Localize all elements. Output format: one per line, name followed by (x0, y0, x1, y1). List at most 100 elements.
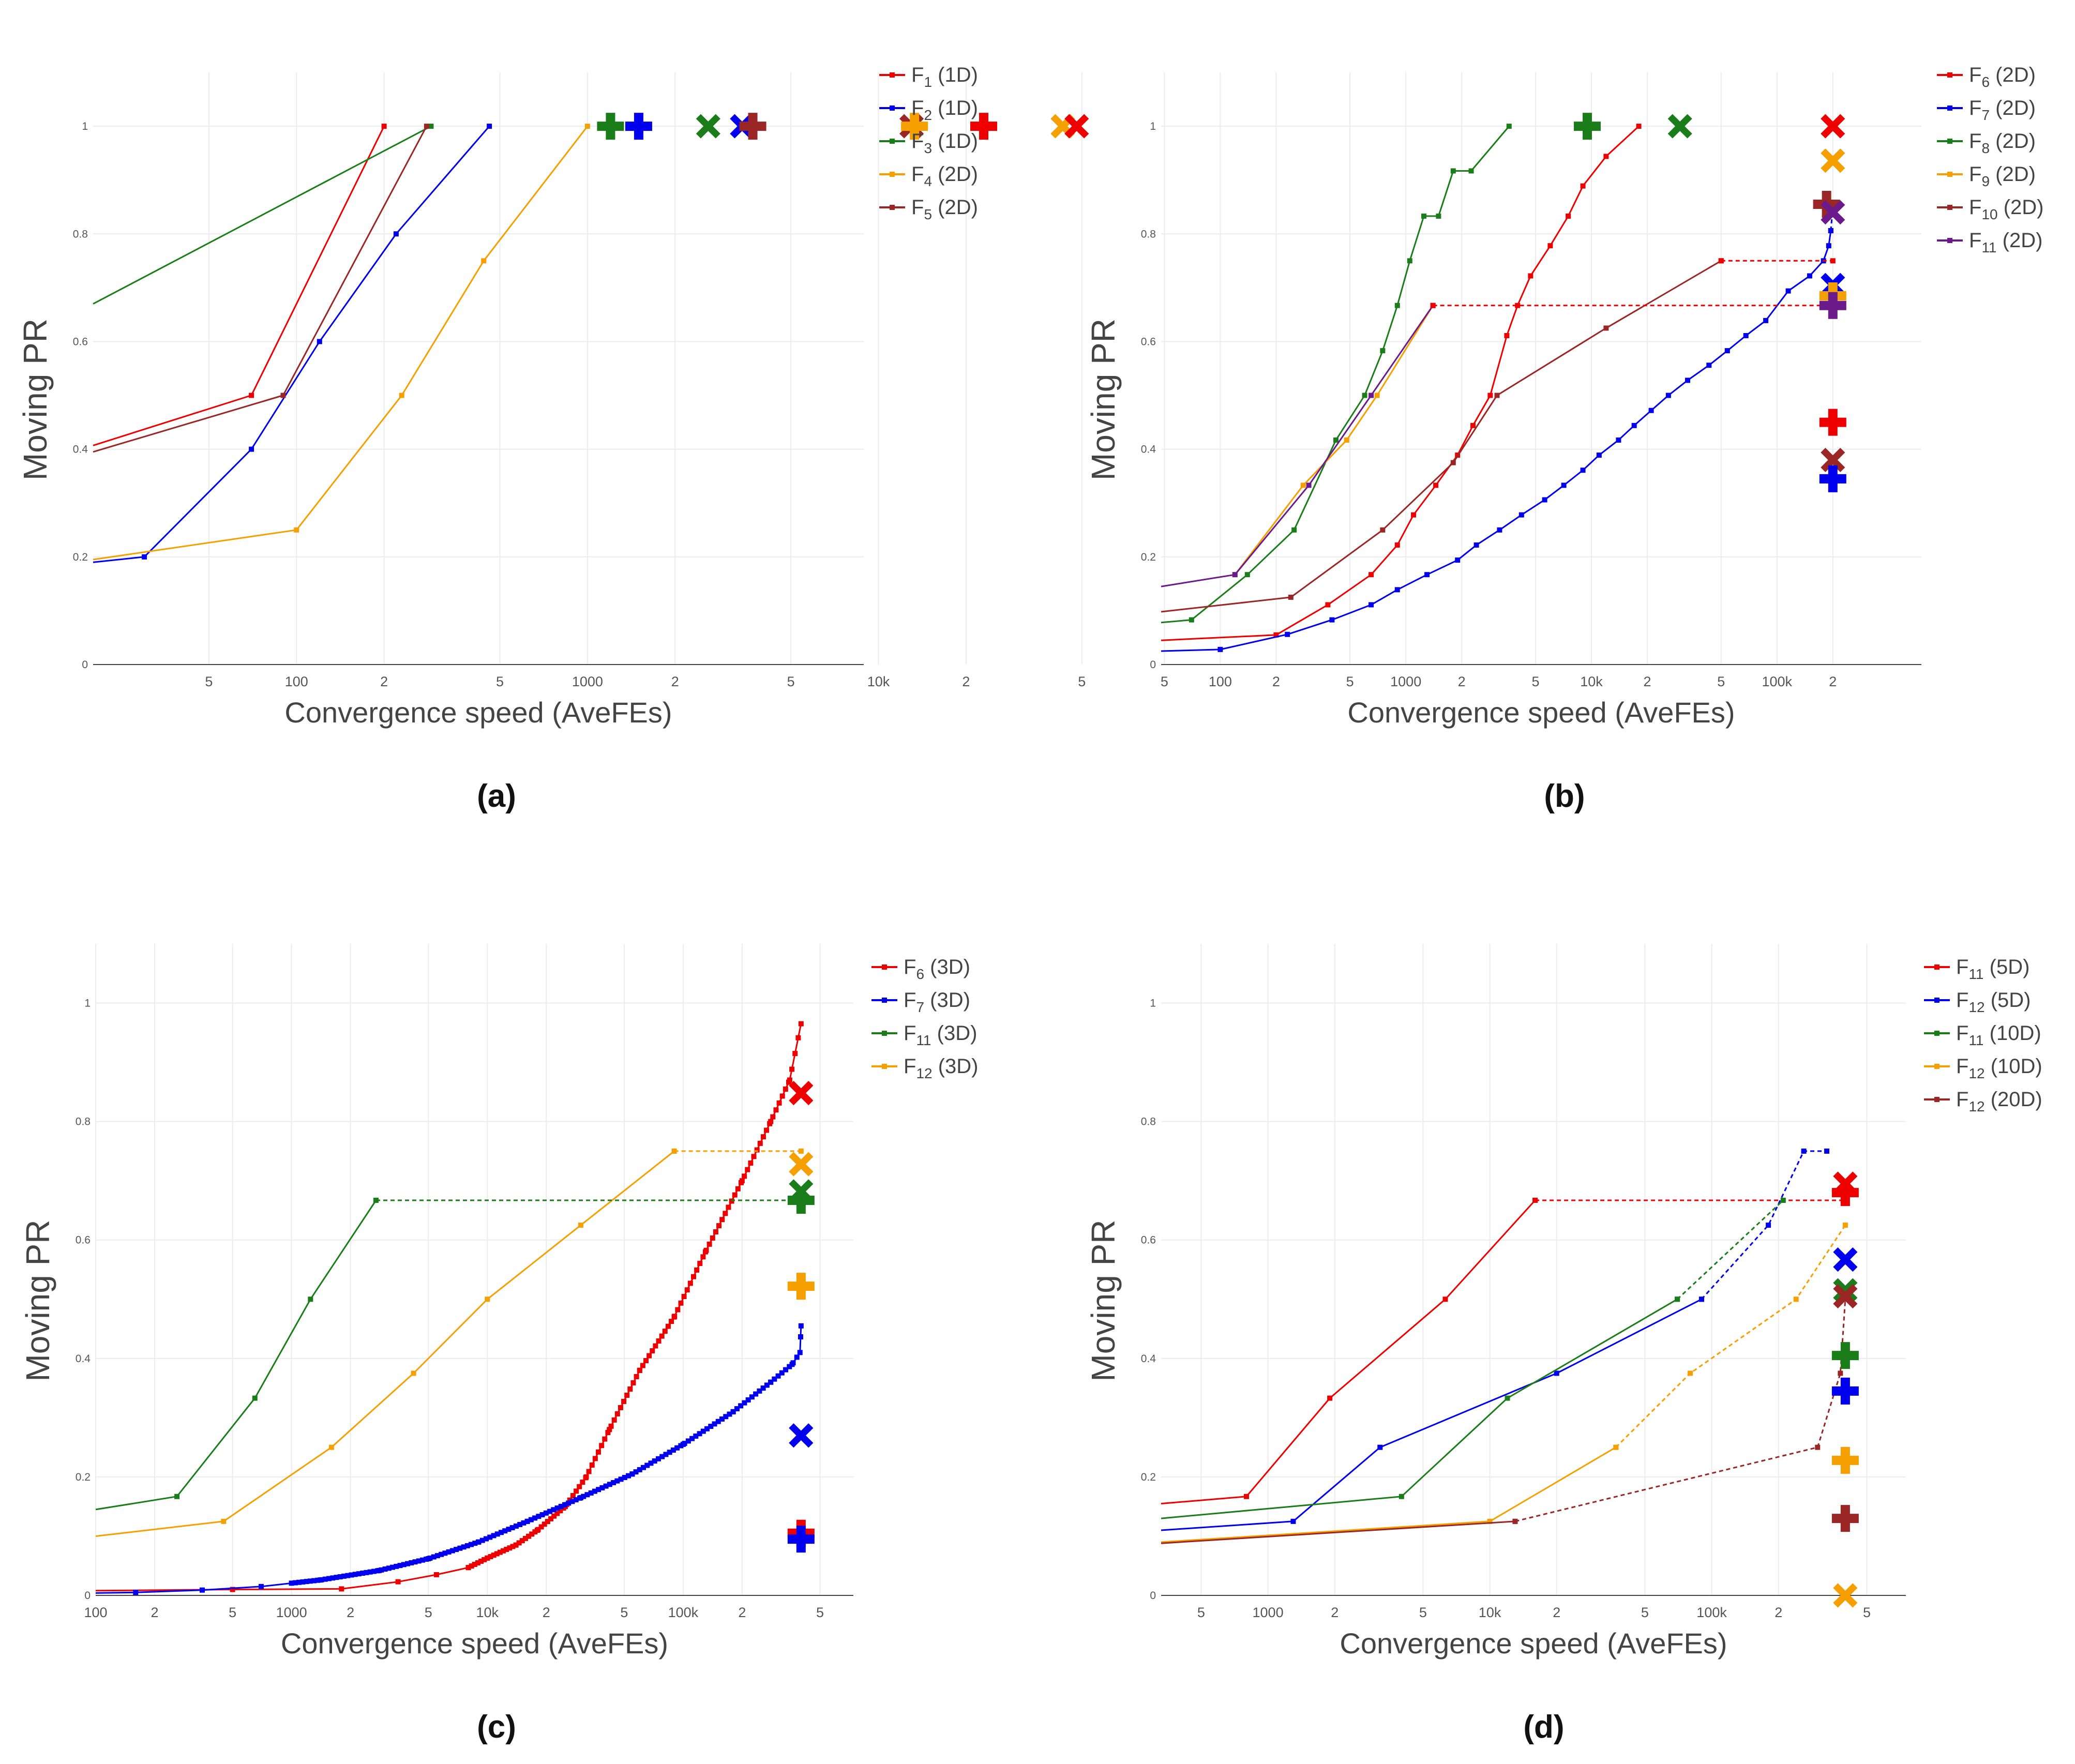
plus-marker (625, 113, 652, 140)
data-point (726, 1204, 731, 1210)
legend-name: F (904, 1055, 916, 1078)
data-point (319, 1577, 324, 1582)
dashed-extension (373, 1197, 804, 1203)
x-axis-title: Convergence speed (AveFEs) (1340, 1627, 1727, 1660)
data-point (1369, 572, 1374, 578)
series-line (1161, 125, 1640, 641)
legend-swatch-point (1934, 1064, 1939, 1069)
legend-name: F (1956, 1055, 1968, 1078)
x-tick-label: 1000 (1253, 1605, 1284, 1620)
x-tick-label: 2 (347, 1605, 354, 1620)
data-point (751, 1154, 757, 1159)
dashed-extension (1698, 1148, 1830, 1302)
legend-label: F6 (3D) (904, 956, 970, 982)
data-point (1300, 483, 1306, 488)
x-tick-label: 2 (380, 674, 388, 689)
y-tick-label: 1 (84, 998, 91, 1009)
data-point (461, 1544, 467, 1550)
data-point (1288, 594, 1294, 600)
data-point (694, 1267, 700, 1273)
legend-subscript: 2 (924, 107, 932, 123)
data-point (704, 1426, 710, 1431)
x-tick-label: 2 (962, 674, 970, 689)
x-tick-label: 5 (1161, 674, 1168, 689)
data-point (1362, 393, 1367, 398)
data-point (1616, 437, 1621, 443)
data-point (1244, 572, 1250, 578)
legend-dimension: (2D) (932, 196, 978, 219)
data-point (501, 1548, 506, 1554)
data-point (719, 1416, 725, 1422)
data-point (1504, 333, 1510, 339)
dashed-extension (671, 1148, 804, 1154)
data-point (465, 1565, 471, 1571)
data-point (745, 1397, 751, 1403)
data-point (614, 1478, 620, 1484)
legend-item: F9 (2D) (1937, 163, 2036, 189)
data-point (1824, 1148, 1830, 1154)
data-point (529, 1531, 535, 1537)
data-point (292, 1580, 298, 1586)
data-point (1394, 542, 1400, 548)
data-point (674, 1445, 680, 1451)
data-point (1285, 631, 1290, 637)
data-point (1442, 1296, 1448, 1302)
data-point (652, 1458, 657, 1464)
legend-swatch-point (890, 139, 895, 144)
data-point (373, 1197, 379, 1203)
data-point (589, 1462, 595, 1468)
data-point (476, 1539, 482, 1545)
data-point (734, 1406, 740, 1412)
plus-marker (1831, 1446, 1859, 1474)
data-point (773, 1107, 779, 1113)
data-point (1243, 1494, 1249, 1499)
y-tick-label: 0.8 (1141, 1116, 1156, 1128)
cross-marker (1821, 114, 1845, 139)
data-point (393, 231, 399, 237)
data-point (768, 1379, 774, 1385)
data-point (538, 1524, 544, 1530)
data-point (770, 1114, 776, 1120)
dashed-extension (1675, 1197, 1786, 1302)
legend-swatch-point (882, 998, 887, 1003)
legend-subscript: 1 (924, 74, 932, 90)
plus-marker (1831, 1505, 1859, 1532)
data-point (379, 1567, 384, 1573)
dashed-extension (1532, 1197, 1848, 1203)
data-point (749, 1394, 755, 1400)
data-point (539, 1512, 545, 1517)
data-point (1436, 213, 1441, 219)
series-line (95, 1023, 802, 1592)
data-point (596, 1449, 602, 1455)
data-point (618, 1476, 624, 1482)
data-point (551, 1507, 557, 1513)
legend-item: F11 (5D) (1924, 956, 2029, 982)
data-point (509, 1525, 515, 1531)
data-point (428, 124, 434, 129)
cross-marker (1833, 1278, 1858, 1303)
legend-dimension: (5D) (1985, 989, 2031, 1012)
cross-marker (1667, 114, 1692, 139)
data-point (1528, 273, 1533, 279)
data-point (442, 1550, 448, 1556)
y-tick-label: 0 (1150, 659, 1156, 671)
data-point (577, 1495, 582, 1501)
data-point (798, 1021, 804, 1027)
data-point (1189, 617, 1194, 623)
data-point (794, 1354, 800, 1360)
x-tick-label: 10k (1479, 1605, 1501, 1620)
data-point (506, 1527, 512, 1532)
data-point (667, 1450, 672, 1455)
y-tick-label: 1 (82, 120, 88, 132)
data-point (1515, 303, 1521, 308)
legend-swatch-point (1934, 998, 1939, 1003)
data-point (581, 1494, 587, 1499)
data-point (577, 1484, 582, 1489)
data-point (783, 1367, 789, 1373)
data-point (640, 1363, 645, 1368)
data-point (611, 1417, 617, 1423)
series-line (1161, 1199, 1536, 1504)
plus-marker (787, 1186, 815, 1214)
data-point (1421, 213, 1426, 219)
data-point (322, 1576, 328, 1582)
